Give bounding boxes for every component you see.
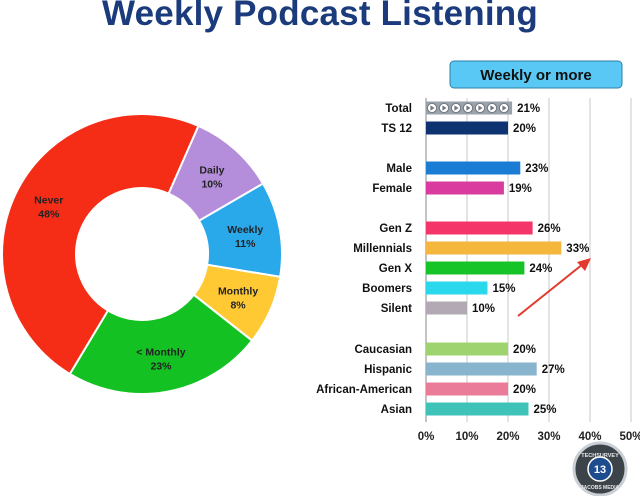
pie-slice-never — [1, 113, 200, 376]
bar-gen-x — [426, 261, 525, 275]
slice-value-weekly: 11% — [235, 238, 256, 250]
chart-title: Weekly Podcast Listening — [102, 0, 538, 33]
bar-ts-12 — [426, 121, 508, 135]
bar-category-label: Male — [386, 163, 412, 175]
techsurvey-logo: 13 TECHSURVEY JACOBS MEDIA — [572, 441, 628, 496]
bar-category-label: Asian — [381, 404, 412, 416]
play-pattern-triangle — [430, 105, 435, 111]
bar-gen-z — [426, 221, 533, 235]
slice-label-monthly: Monthly — [218, 285, 258, 297]
x-tick-label: 20% — [496, 431, 519, 443]
bar-chart: Weekly or more 0% 10% 20% 30% 40% 50% Total 21% T… — [316, 60, 640, 443]
play-pattern-triangle — [490, 105, 495, 111]
slice-value-monthly: 23% — [150, 360, 172, 372]
legend-title: Weekly or more — [480, 67, 591, 84]
trend-arrow-head — [577, 258, 591, 271]
play-pattern-triangle — [478, 105, 483, 111]
bar-value-label: 24% — [529, 263, 552, 275]
slice-value-monthly: 8% — [230, 299, 246, 311]
bar-silent — [426, 301, 467, 315]
bar-value-label: 21% — [517, 103, 540, 115]
pie-slice-monthly — [68, 293, 254, 395]
bar-category-label: Female — [372, 183, 412, 195]
bar-value-label: 20% — [513, 344, 536, 356]
bar-category-label: Total — [385, 103, 412, 115]
slice-value-daily: 10% — [201, 179, 223, 191]
play-pattern-triangle — [502, 105, 507, 111]
bar-african-american — [426, 382, 508, 396]
bar-category-label: Gen Z — [379, 223, 412, 235]
bar-value-label: 26% — [538, 223, 561, 235]
bar-value-label: 10% — [472, 303, 495, 315]
donut-chart: Never 48% Daily 10% Weekly 11% Monthly 8% < Mont… — [1, 113, 283, 395]
x-tick-label: 30% — [537, 431, 560, 443]
bar-value-label: 20% — [513, 123, 536, 135]
legend-box — [449, 60, 623, 89]
bar-millennials — [426, 241, 562, 255]
logo-number: 13 — [594, 464, 606, 476]
bar-category-label: TS 12 — [381, 123, 412, 135]
bar-value-label: 15% — [493, 283, 516, 295]
x-tick-label: 0% — [418, 431, 435, 443]
bar-category-label: Gen X — [379, 263, 413, 275]
x-tick-label: 10% — [455, 431, 478, 443]
slice-label-daily: Daily — [199, 165, 224, 177]
bar-male — [426, 161, 521, 175]
slice-label-never: Never — [34, 195, 63, 207]
bar-category-label: Caucasian — [354, 344, 412, 356]
slice-value-never: 48% — [38, 209, 60, 221]
trend-arrow — [517, 263, 584, 317]
slice-label-monthly: < Monthly — [136, 346, 185, 358]
x-tick-label: 50% — [619, 431, 640, 443]
bar-value-label: 33% — [566, 243, 589, 255]
bar-category-label: Silent — [381, 303, 412, 315]
bar-value-label: 19% — [509, 183, 532, 195]
logo-top-text: TECHSURVEY — [581, 453, 619, 459]
bar-hispanic — [426, 362, 537, 376]
bar-value-label: 27% — [542, 364, 565, 376]
play-pattern-triangle — [442, 105, 447, 111]
play-pattern-triangle — [454, 105, 459, 111]
bar-category-label: Hispanic — [364, 364, 413, 376]
bar-value-label: 23% — [525, 163, 548, 175]
slice-label-weekly: Weekly — [227, 224, 263, 236]
bar-caucasian — [426, 342, 508, 356]
logo-bottom-text: JACOBS MEDIA — [581, 485, 620, 491]
bar-value-label: 20% — [513, 384, 536, 396]
bar-value-label: 25% — [534, 404, 557, 416]
bar-asian — [426, 402, 529, 416]
play-pattern-triangle — [466, 105, 471, 111]
bar-category-label: Boomers — [362, 283, 412, 295]
bar-category-label: Millennials — [353, 243, 412, 255]
bar-category-label: African-American — [316, 384, 412, 396]
bar-female — [426, 181, 504, 195]
x-tick-label: 40% — [578, 431, 601, 443]
bar-boomers — [426, 281, 488, 295]
